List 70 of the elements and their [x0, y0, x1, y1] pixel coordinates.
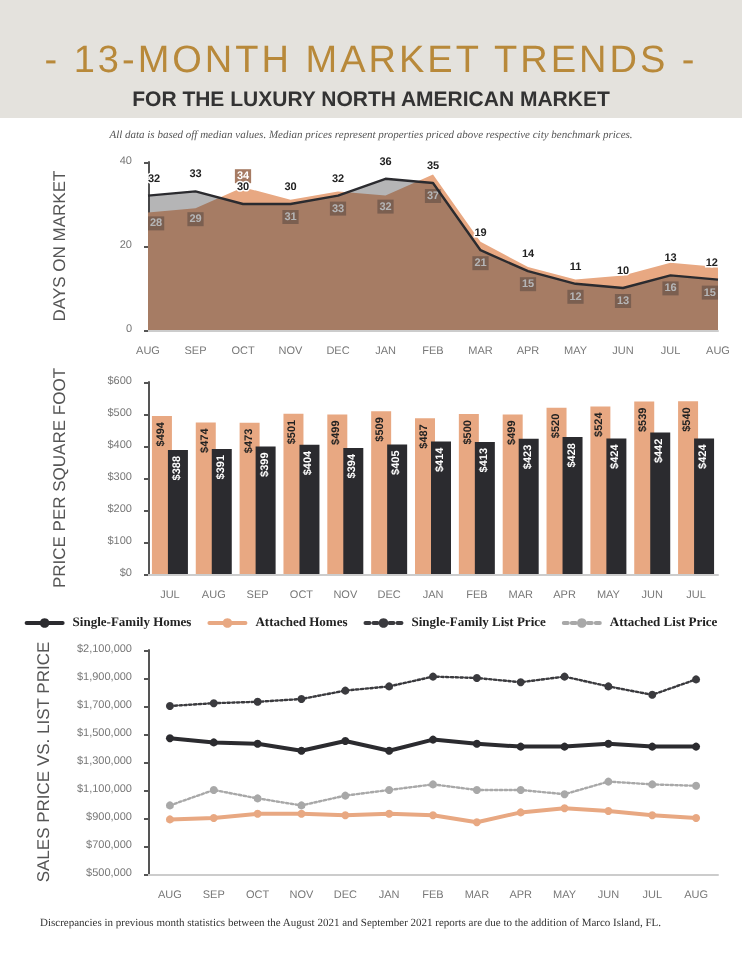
- point: [648, 690, 657, 699]
- point: [692, 675, 701, 684]
- point: [341, 686, 350, 695]
- point: [429, 811, 437, 820]
- point: [604, 807, 613, 815]
- point: [648, 811, 657, 820]
- point: [341, 791, 350, 800]
- y-axis-title: SALES PRICE VS. LIST PRICE: [33, 641, 53, 883]
- point: [560, 672, 569, 681]
- bar: [211, 448, 232, 574]
- chart-subtitle: FOR THE LUXURY NORTH AMERICAN MARKET: [130, 88, 612, 112]
- point: [341, 737, 350, 745]
- point: [692, 814, 701, 822]
- point: [516, 808, 525, 817]
- point: [560, 742, 569, 751]
- point: [209, 786, 218, 794]
- point: [209, 699, 218, 708]
- point: [385, 682, 394, 691]
- point: [165, 702, 174, 710]
- bar: [387, 444, 408, 574]
- point: [165, 815, 174, 824]
- point: [472, 674, 481, 682]
- bar: [562, 437, 583, 574]
- point: [604, 777, 613, 786]
- point: [604, 739, 613, 748]
- bar: [474, 441, 495, 574]
- y-axis-title: DAYS ON MARKET: [49, 170, 69, 322]
- point: [516, 742, 525, 751]
- point: [253, 739, 262, 748]
- bar: [606, 438, 627, 574]
- point: [472, 739, 481, 748]
- point: [648, 780, 657, 789]
- chart-title: - 13-MONTH MARKET TRENDS -: [42, 40, 700, 84]
- point: [253, 697, 262, 706]
- bar: [299, 444, 320, 574]
- point: [297, 695, 306, 703]
- point: [429, 735, 437, 744]
- point: [648, 742, 657, 751]
- bar: [650, 432, 671, 574]
- point: [472, 818, 481, 827]
- bar: [518, 438, 539, 574]
- point: [516, 678, 525, 687]
- point: [385, 746, 394, 755]
- point: [209, 738, 218, 747]
- bar: [694, 438, 715, 574]
- point: [297, 746, 306, 755]
- point: [297, 809, 306, 818]
- bar: [167, 449, 188, 574]
- point: [297, 801, 306, 810]
- point: [165, 801, 174, 810]
- point: [385, 809, 394, 818]
- point: [429, 672, 437, 681]
- point: [560, 804, 569, 813]
- bar: [343, 447, 364, 574]
- bar: [431, 441, 451, 574]
- point: [692, 742, 701, 751]
- point: [692, 781, 701, 790]
- point: [341, 811, 350, 820]
- point: [385, 786, 394, 794]
- y-axis-title: PRICE PER SQUARE FOOT: [49, 368, 69, 589]
- point: [253, 809, 262, 818]
- point: [560, 790, 569, 799]
- point: [165, 734, 174, 743]
- point: [429, 780, 437, 789]
- point: [604, 682, 613, 691]
- bar: [255, 446, 276, 574]
- point: [472, 786, 481, 794]
- point: [209, 814, 218, 822]
- point: [516, 786, 525, 794]
- point: [253, 794, 262, 803]
